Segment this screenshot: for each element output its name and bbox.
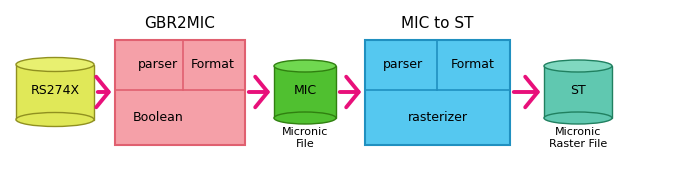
Ellipse shape [16, 113, 94, 127]
Bar [16, 65, 94, 119]
Bar [365, 40, 510, 145]
Text: Boolean: Boolean [133, 111, 183, 124]
Text: GBR2MIC: GBR2MIC [144, 17, 216, 31]
Ellipse shape [16, 57, 94, 71]
Text: parser: parser [383, 58, 423, 71]
Text: Format: Format [451, 58, 494, 71]
Ellipse shape [544, 112, 612, 124]
Text: ST: ST [570, 84, 586, 97]
Text: Format: Format [191, 58, 234, 71]
Bar [115, 40, 245, 145]
Text: rasterizer: rasterizer [408, 111, 468, 124]
Text: MIC to ST: MIC to ST [401, 17, 474, 31]
Text: Micronic
Raster File: Micronic Raster File [549, 127, 607, 149]
Text: MIC: MIC [294, 84, 316, 97]
Ellipse shape [274, 112, 336, 124]
Text: Micronic
File: Micronic File [282, 127, 328, 149]
Text: RS274X: RS274X [30, 84, 79, 97]
Bar [274, 66, 336, 118]
Bar [544, 66, 612, 118]
Text: parser: parser [138, 58, 178, 71]
Ellipse shape [274, 60, 336, 72]
Ellipse shape [544, 60, 612, 72]
